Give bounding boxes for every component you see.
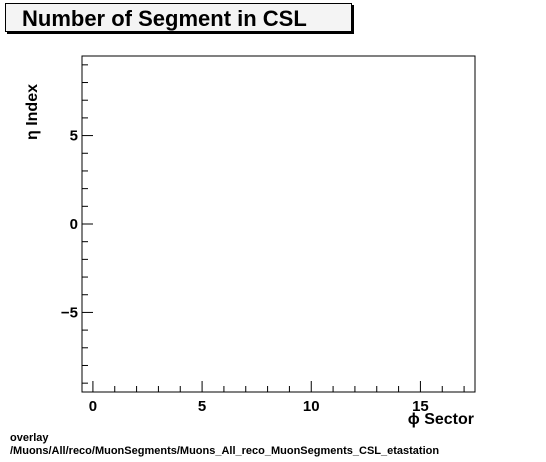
footer-text: overlay /Muons/All/reco/MuonSegments/Muo… xyxy=(10,432,439,458)
axis-tick-labels: 0 5 10 15 −5 0 5 xyxy=(61,128,429,415)
footer-line-2: /Muons/All/reco/MuonSegments/Muons_All_r… xyxy=(10,445,440,457)
y-tick-label: −5 xyxy=(61,304,78,321)
footer-line-1: overlay xyxy=(10,432,49,444)
axis-ticks xyxy=(82,64,465,392)
plot-frame xyxy=(81,55,476,393)
x-tick-label: 5 xyxy=(198,398,206,415)
y-axis-label: η Index xyxy=(24,84,41,140)
x-tick-label: 10 xyxy=(303,398,320,415)
chart-title-box: Number of Segment in CSL xyxy=(5,3,352,32)
y-tick-label: 5 xyxy=(70,128,78,145)
x-tick-label: 0 xyxy=(89,398,97,415)
x-tick-label: 15 xyxy=(412,398,429,415)
chart-title: Number of Segment in CSL xyxy=(22,6,307,31)
y-tick-label: 0 xyxy=(70,216,78,233)
x-axis-label: ϕ Sector xyxy=(408,411,474,428)
